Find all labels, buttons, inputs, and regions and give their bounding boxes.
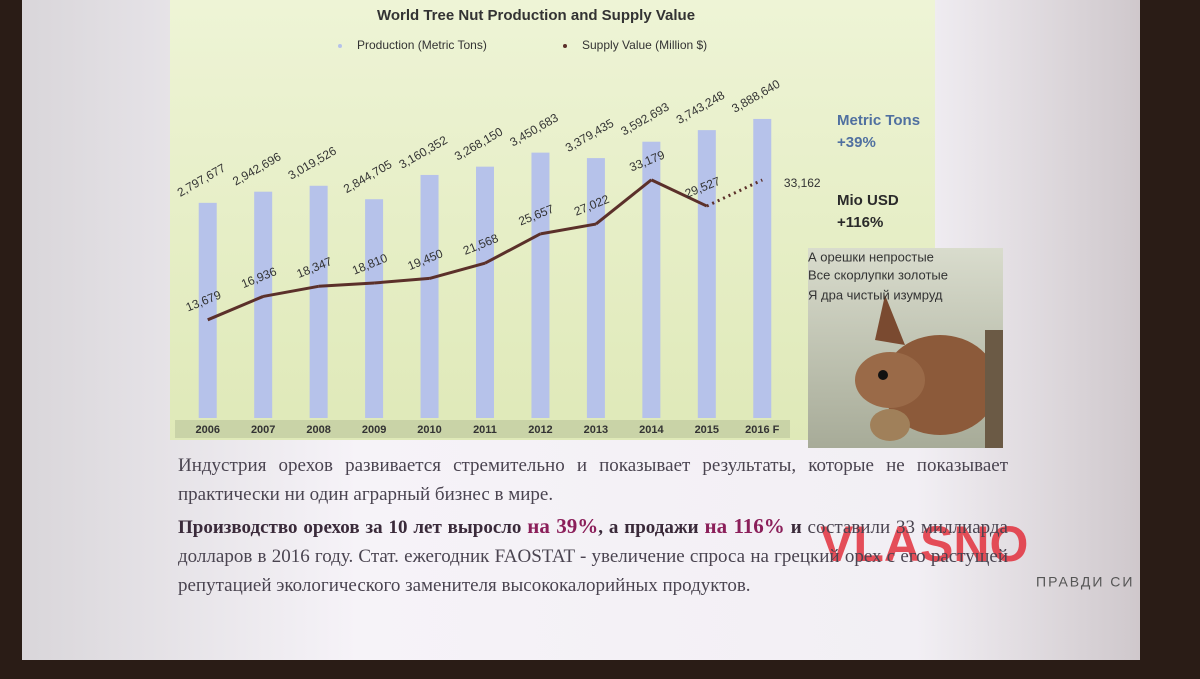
x-tick-label: 2008 — [306, 424, 330, 436]
chart-bg — [170, 0, 935, 440]
bar — [642, 141, 661, 418]
watermark-logo: VLASNO — [820, 516, 1028, 572]
legend-label: Production (Metric Tons) — [357, 38, 487, 52]
x-tick-label: 2010 — [417, 424, 441, 436]
annotation: +39% — [837, 134, 876, 151]
text-run: и — [784, 517, 802, 538]
bar — [476, 166, 494, 418]
legend-marker — [563, 44, 567, 48]
paragraph: Индустрия орехов развивается стремительн… — [178, 455, 1008, 505]
x-tick-label: 2007 — [251, 424, 275, 436]
x-tick-label: 2016 F — [745, 424, 780, 436]
caption-line: Я дра чистый изумруд — [808, 287, 943, 302]
bar — [753, 118, 772, 418]
x-tick-label: 2013 — [584, 424, 608, 436]
caption-line: А орешки непростые — [808, 249, 934, 264]
line-segment — [540, 222, 597, 236]
watermark-tagline: ПРАВДИ СИ — [1036, 574, 1134, 590]
bar — [254, 191, 273, 418]
annotation: +116% — [837, 214, 883, 231]
line-segment — [373, 276, 430, 285]
line-segment — [650, 178, 708, 208]
line-segment — [706, 178, 763, 208]
x-tick-label: 2011 — [473, 424, 497, 436]
x-tick-label: 2012 — [528, 424, 552, 436]
legend-label: Supply Value (Million $) — [582, 38, 707, 52]
annotation: Metric Tons — [837, 112, 920, 129]
text-run: составили 33 миллиарда долларов в 2016 г… — [178, 517, 1008, 596]
caption-line: Все скорлупки золотые — [808, 267, 948, 282]
text-run: на 39% — [527, 514, 599, 538]
bar — [697, 130, 716, 418]
x-tick-label: 2014 — [639, 424, 664, 436]
bar — [365, 199, 384, 418]
bar — [531, 152, 550, 419]
squirrel-image — [808, 248, 1003, 448]
bar — [309, 185, 328, 418]
bar — [198, 202, 217, 418]
chart-title: World Tree Nut Production and Supply Val… — [377, 7, 695, 24]
text-run: Производство орехов за 10 лет выросло — [178, 517, 528, 538]
bar — [586, 158, 605, 419]
text-run: , а продажи — [598, 517, 705, 538]
paragraph: Производство орехов за 10 лет выросло на… — [178, 512, 1008, 600]
x-tick-label: 2006 — [195, 424, 219, 436]
line-value-label: 33,162 — [784, 176, 821, 190]
line-segment — [594, 178, 653, 226]
text-run: на 116% — [704, 514, 785, 538]
line-segment — [318, 281, 375, 288]
line-segment — [207, 295, 264, 322]
annotation: Mio USD — [837, 192, 899, 209]
legend-marker — [338, 44, 342, 48]
bar — [420, 174, 439, 418]
line-segment — [484, 232, 542, 265]
x-axis-band — [175, 420, 790, 438]
line-segment — [262, 284, 319, 298]
x-tick-label: 2009 — [362, 424, 386, 436]
line-segment — [429, 261, 486, 280]
x-tick-label: 2015 — [695, 424, 719, 436]
